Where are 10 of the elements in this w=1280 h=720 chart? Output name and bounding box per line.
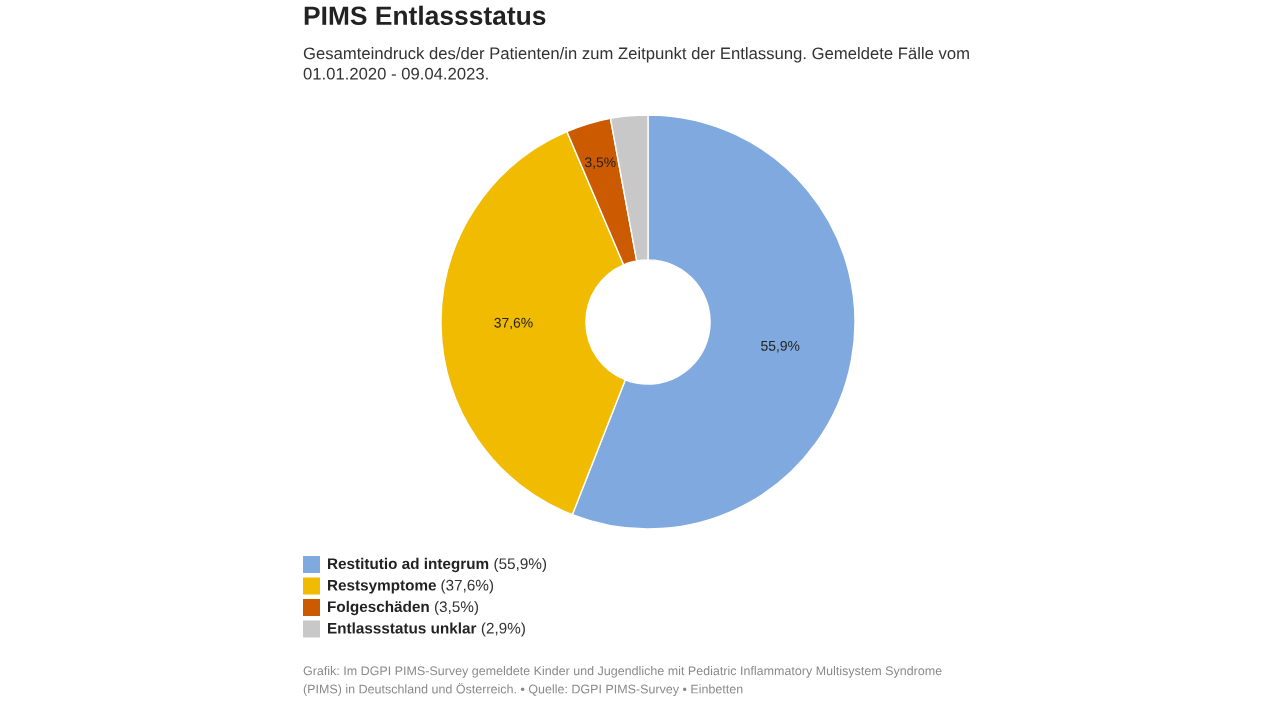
- legend-label: Restitutio ad integrum (55,9%): [328, 557, 547, 573]
- data-label: 55,9%: [761, 340, 800, 353]
- data-label: 37,6%: [494, 317, 533, 330]
- legend-label: Entlassstatus unklar (2,9%): [328, 622, 525, 637]
- legend-label: Restsymptome (37,6%): [328, 579, 494, 594]
- data-label: 3,5%: [584, 157, 616, 169]
- chart-subtitle: Gesamteindruck des/der Patienten/in zum Zeitpunkt der Entlassung. Gemeldete Fälle vom 01.01.2020 - 09.04.2023.: [303, 47, 969, 80]
- legend-label: Folgeschäden (3,5%): [328, 600, 479, 616]
- text: Grafik: Im DGPI PIMS-Survey gemeldete Kinder und Jugendliche mit Pediatric Inflammatory Multisystem Syndrome (PIMS) in Deutschland und Österreich. • Quelle: DGPI PIMS-Survey • Einbetten: [303, 666, 942, 696]
- chart-title: PIMS Entlassstatus: [304, 5, 546, 26]
